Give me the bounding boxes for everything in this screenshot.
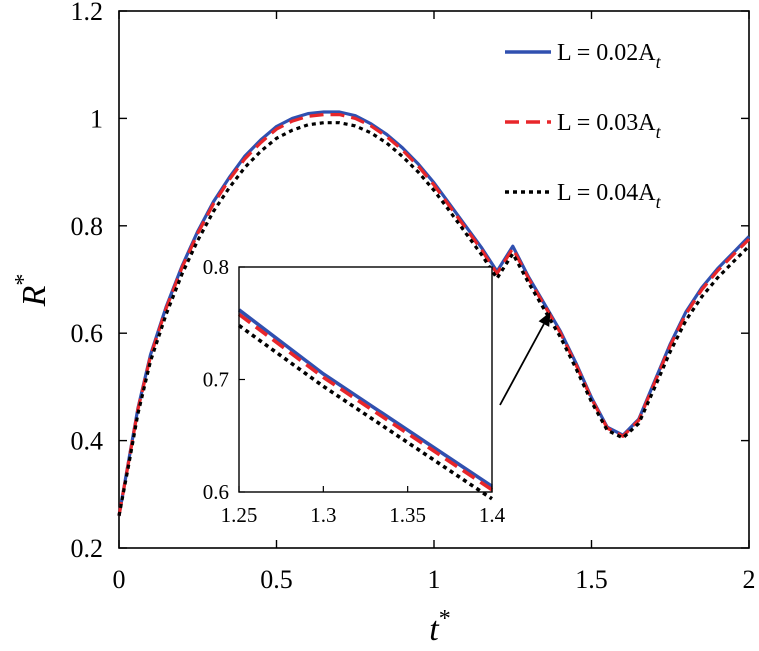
zoom-arrow-head	[538, 311, 551, 327]
legend-label-text: L = 0.04A	[557, 180, 656, 206]
main-series	[117, 110, 751, 517]
legend-label-text: L = 0.02A	[557, 40, 656, 66]
x-tick-label: 0.5	[260, 565, 293, 594]
x-tick-label: 1.5	[575, 565, 608, 594]
legend-label-2: L = 0.03At	[557, 110, 662, 142]
y-axis-label-sup: *	[11, 274, 37, 286]
x-tick-label: 1	[428, 565, 441, 594]
main-ticks: 0 0.5 1 1.5 2 0.2 0.4 0.6 0.8 1 1.2	[71, 0, 756, 594]
inset-background	[239, 267, 492, 492]
x-axis-label: t*	[429, 606, 450, 648]
legend-label-sub: t	[656, 122, 662, 142]
legend-label-sub: t	[656, 52, 662, 72]
inset-y-tick-label: 0.7	[203, 368, 229, 392]
legend-label-1: L = 0.02At	[557, 40, 662, 72]
inset-series-line-1	[237, 308, 493, 488]
inset-series	[237, 308, 493, 501]
y-tick-label: 0.4	[71, 427, 104, 456]
inset-ticks: 1.25 1.3 1.35 1.4 0.6 0.7 0.8	[203, 255, 506, 527]
inset-y-tick-label: 0.8	[203, 255, 229, 279]
inset-x-tick-label: 1.4	[479, 503, 506, 527]
inset-series-line-2	[237, 312, 493, 492]
y-tick-label: 1.2	[71, 0, 104, 26]
y-tick-label: 1	[90, 104, 103, 133]
x-axis-label-sup: *	[439, 606, 451, 632]
x-tick-label: 2	[743, 565, 756, 594]
legend-label-sub: t	[656, 192, 662, 212]
x-tick-label: 0	[113, 565, 126, 594]
zoom-arrow-line	[499, 323, 545, 406]
y-tick-label: 0.8	[71, 212, 104, 241]
inset-series-line-3	[237, 324, 493, 501]
series-line-3	[117, 121, 751, 517]
inset-y-tick-label: 0.6	[203, 480, 229, 504]
inset-x-tick-label: 1.35	[389, 503, 426, 527]
legend-label-text: L = 0.03A	[557, 110, 656, 136]
inset-x-tick-label: 1.3	[310, 503, 336, 527]
y-tick-label: 0.2	[71, 534, 104, 563]
y-axis-label: R*	[11, 274, 53, 308]
inset-x-tick-label: 1.25	[221, 503, 258, 527]
series-line-2	[117, 112, 751, 517]
y-tick-label: 0.6	[71, 319, 104, 348]
legend-label-3: L = 0.04At	[557, 180, 662, 212]
